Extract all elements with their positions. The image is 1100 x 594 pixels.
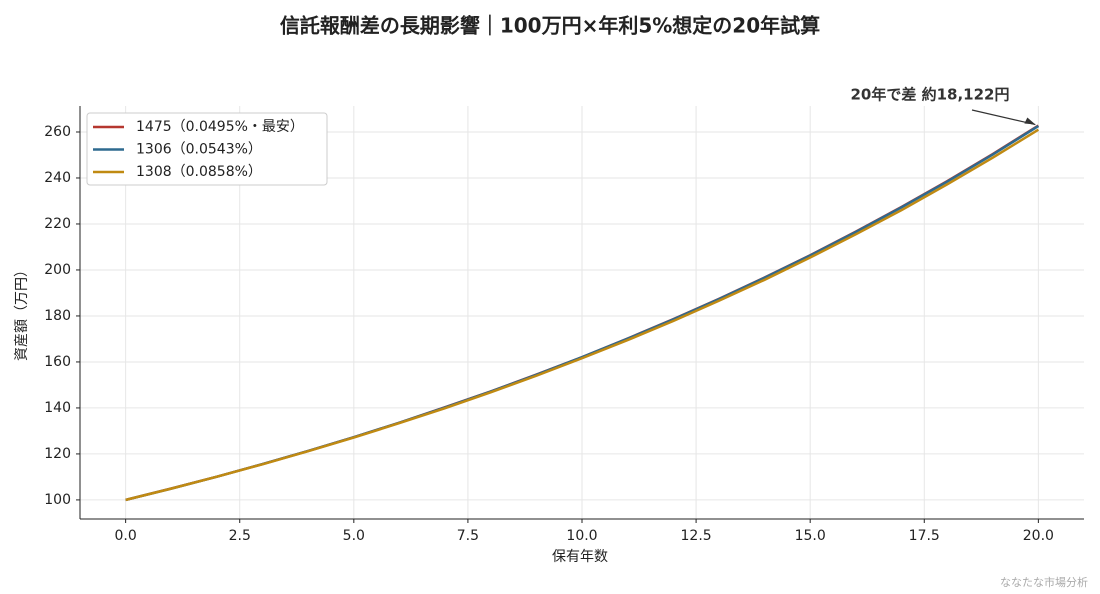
chart-title: 信託報酬差の長期影響｜100万円×年利5%想定の20年試算 [280, 14, 820, 38]
legend-label: 1306（0.0543%） [136, 142, 262, 158]
series-line [125, 128, 1040, 502]
x-tick-label: 15.0 [795, 528, 826, 544]
x-tick-label: 12.5 [681, 528, 712, 544]
y-tick-label: 240 [44, 170, 71, 186]
x-tick-label: 17.5 [909, 528, 940, 544]
y-tick-label: 220 [44, 216, 71, 232]
watermark: ななたな市場分析 [1000, 575, 1088, 589]
legend: 1475（0.0495%・最安） 1306（0.0543%） 1308（0.0858… [86, 112, 328, 186]
x-axis-label: 保有年数 [552, 549, 608, 565]
x-tick-label: 5.0 [343, 528, 365, 544]
annotation-arrowhead [1024, 117, 1036, 125]
y-tick-label: 140 [44, 400, 71, 416]
y-tick-label: 120 [44, 446, 71, 462]
y-axis-label: 資産額（万円） [14, 263, 30, 361]
x-tick-label: 10.0 [566, 528, 597, 544]
y-tick-label: 260 [44, 124, 71, 140]
x-tick-label: 20.0 [1023, 528, 1054, 544]
y-tick-label: 160 [44, 354, 71, 370]
x-tick-label: 7.5 [457, 528, 479, 544]
annotation: 20年で差 約18,122円 [851, 86, 1010, 104]
annotation-arrow [971, 109, 1036, 126]
y-tick-label: 200 [44, 262, 71, 278]
y-tick-label: 180 [44, 308, 71, 324]
legend-box [86, 112, 328, 186]
x-tick-label: 2.5 [229, 528, 251, 544]
y-tick-label: 100 [44, 492, 71, 508]
legend-label: 1308（0.0858%） [136, 164, 262, 180]
x-tick-label: 0.0 [115, 528, 137, 544]
legend-label: 1475（0.0495%・最安） [136, 119, 304, 135]
